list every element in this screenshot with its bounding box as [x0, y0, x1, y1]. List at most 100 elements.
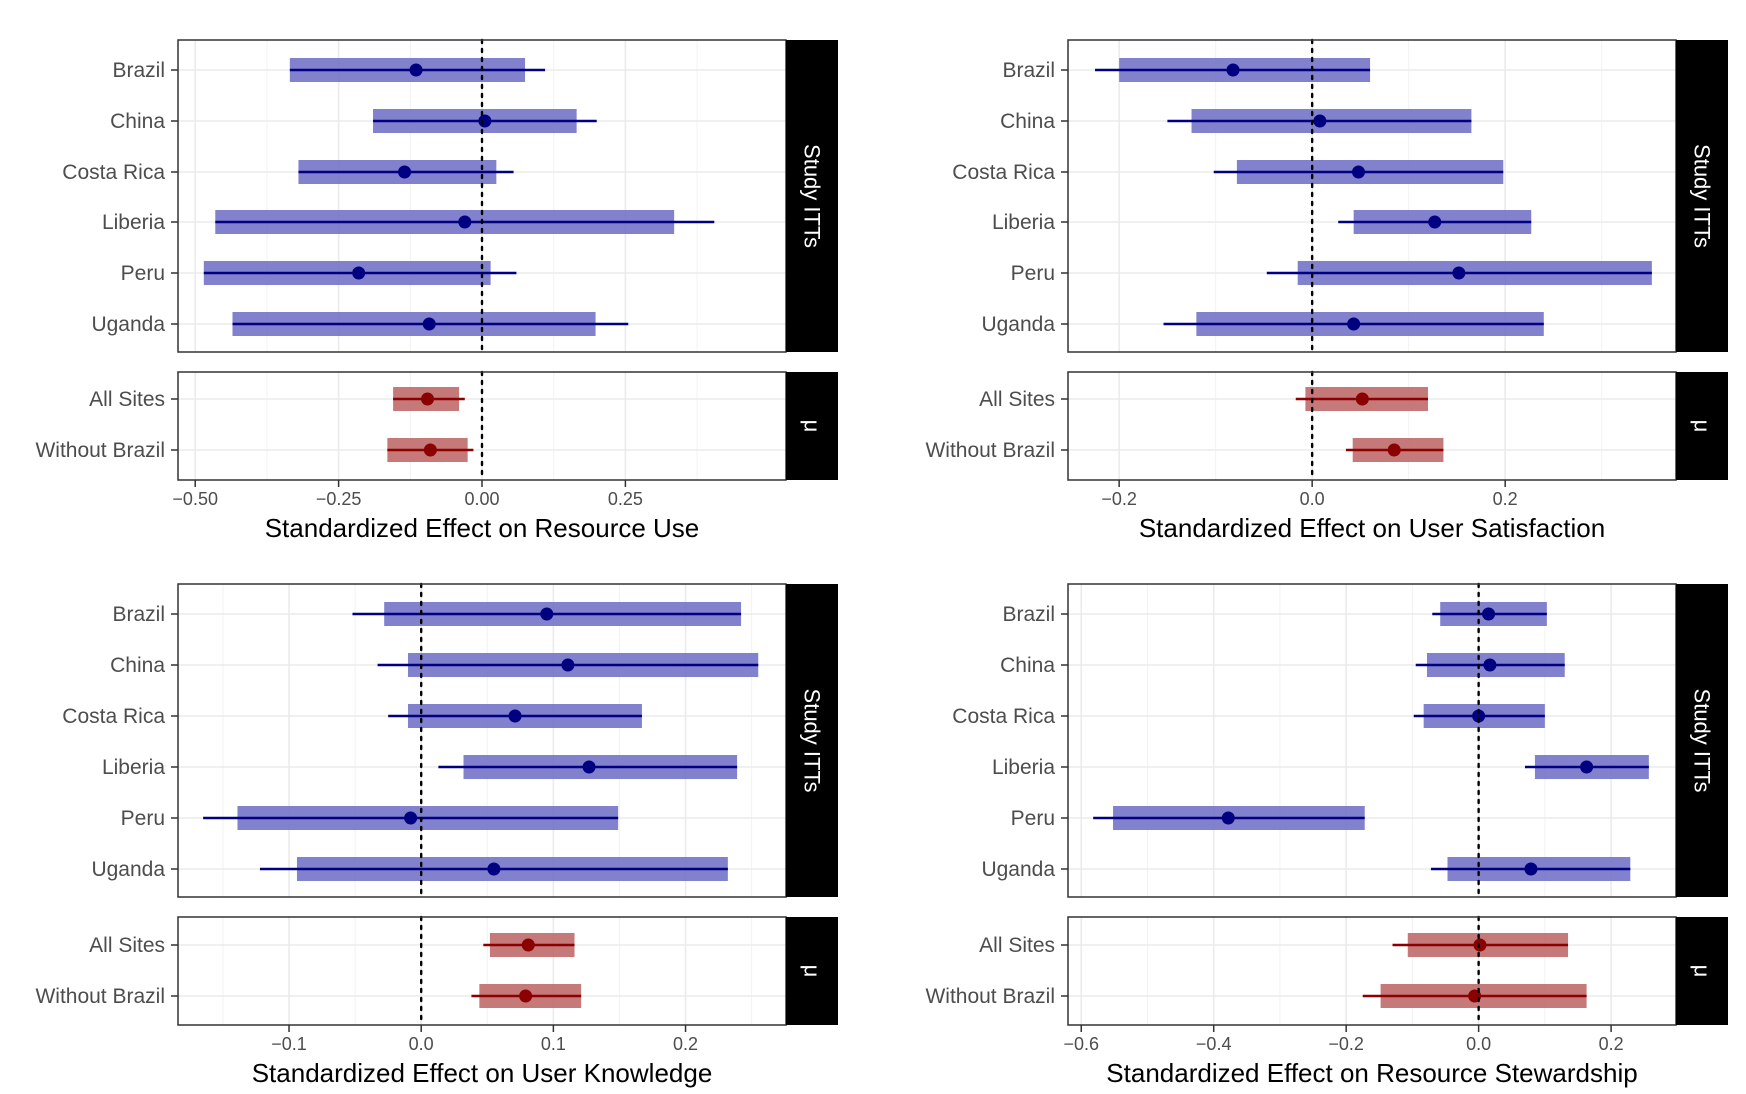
row-peru: Peru	[1011, 806, 1365, 830]
row-uganda: Uganda	[91, 312, 629, 336]
panel-background	[1068, 917, 1676, 1025]
x-tick-label: 0.00	[464, 489, 499, 509]
point-estimate	[1428, 215, 1442, 229]
y-tick-label: Uganda	[981, 858, 1055, 881]
row-without-brazil: Without Brazil	[35, 438, 474, 462]
x-tick-label: 0.2	[1599, 1034, 1624, 1054]
point-estimate	[1226, 63, 1240, 77]
x-axis-title: Standardized Effect on User Knowledge	[252, 1058, 713, 1088]
row-uganda: Uganda	[981, 857, 1631, 881]
y-tick-label: Brazil	[1002, 59, 1055, 82]
row-china: China	[1000, 653, 1565, 677]
point-estimate	[1387, 443, 1401, 457]
point-estimate	[519, 989, 533, 1003]
facet-strip-label: Study ITTs	[800, 689, 825, 793]
row-without-brazil: Without Brazil	[925, 984, 1587, 1008]
point-estimate	[561, 658, 575, 672]
y-tick-label: Liberia	[102, 211, 165, 234]
point-estimate	[508, 709, 522, 723]
y-tick-label: Peru	[1011, 807, 1055, 830]
row-peru: Peru	[121, 261, 517, 285]
point-estimate	[1313, 114, 1327, 128]
row-peru: Peru	[1011, 261, 1652, 285]
point-estimate	[1351, 165, 1365, 179]
y-tick-label: All Sites	[89, 934, 165, 957]
row-all-sites: All Sites	[89, 387, 465, 411]
row-costa-rica: Costa Rica	[952, 160, 1504, 184]
y-tick-label: China	[110, 110, 165, 133]
x-tick-label: 0.0	[1466, 1034, 1491, 1054]
y-tick-label: Without Brazil	[925, 439, 1055, 462]
x-tick-label: −0.6	[1063, 1034, 1099, 1054]
point-estimate	[1483, 658, 1497, 672]
row-brazil: Brazil	[1002, 58, 1371, 82]
y-tick-label: Costa Rica	[952, 705, 1055, 728]
y-tick-label: Costa Rica	[952, 161, 1055, 184]
point-estimate	[1355, 392, 1369, 406]
point-estimate	[1482, 607, 1496, 621]
y-tick-label: All Sites	[979, 934, 1055, 957]
row-uganda: Uganda	[91, 857, 728, 881]
x-tick-label: −0.25	[316, 489, 362, 509]
facet-strip	[786, 917, 838, 1025]
pooled-mu-panel: All Sites Without Brazil μ	[35, 370, 838, 482]
point-estimate	[487, 862, 501, 876]
panel-background	[178, 917, 786, 1025]
point-estimate	[423, 443, 437, 457]
row-uganda: Uganda	[981, 312, 1544, 336]
row-without-brazil: Without Brazil	[35, 984, 582, 1008]
point-estimate	[1580, 760, 1594, 774]
facet-strip-label: Study ITTs	[800, 144, 825, 248]
y-tick-label: Without Brazil	[35, 985, 165, 1008]
forest-chart-1: Brazil China Costa Rica Liberia Peru Uganda St…	[35, 38, 838, 543]
y-tick-label: Without Brazil	[925, 985, 1055, 1008]
row-brazil: Brazil	[1002, 602, 1547, 626]
study-itts-panel: Brazil China Costa Rica Liberia Peru Uganda St…	[952, 38, 1728, 354]
pooled-mu-panel: All Sites Without Brazil μ	[35, 915, 838, 1027]
x-tick-label: 0.25	[608, 489, 643, 509]
forest-chart-3: Brazil China Costa Rica Liberia Peru Uganda St…	[35, 582, 838, 1088]
point-estimate	[1347, 317, 1361, 331]
y-tick-label: Uganda	[91, 313, 165, 336]
y-tick-label: All Sites	[89, 388, 165, 411]
row-liberia: Liberia	[102, 755, 738, 779]
y-tick-label: Liberia	[992, 211, 1055, 234]
y-tick-label: Peru	[1011, 262, 1055, 285]
point-estimate	[404, 811, 418, 825]
point-estimate	[478, 114, 492, 128]
point-estimate	[458, 215, 472, 229]
x-tick-label: 0.2	[1493, 489, 1518, 509]
x-tick-label: −0.2	[1101, 489, 1137, 509]
point-estimate	[1221, 811, 1235, 825]
row-costa-rica: Costa Rica	[62, 704, 642, 728]
point-estimate	[521, 938, 535, 952]
panel-background	[178, 584, 786, 897]
facet-strip-label: Study ITTs	[1690, 144, 1715, 248]
y-tick-label: Without Brazil	[35, 439, 165, 462]
row-china: China	[110, 653, 759, 677]
facet-strip-label: μ	[800, 420, 825, 433]
point-estimate	[1452, 266, 1466, 280]
x-tick-label: −0.4	[1196, 1034, 1232, 1054]
pooled-mu-panel: All Sites Without Brazil μ	[925, 370, 1728, 482]
point-estimate	[1524, 862, 1538, 876]
facet-strip	[786, 372, 838, 480]
y-tick-label: China	[1000, 110, 1055, 133]
row-brazil: Brazil	[112, 58, 546, 82]
study-itts-panel: Brazil China Costa Rica Liberia Peru Uganda St…	[62, 38, 838, 354]
y-tick-label: Brazil	[1002, 603, 1055, 626]
point-estimate	[398, 165, 412, 179]
row-liberia: Liberia	[992, 755, 1649, 779]
facet-strip	[1676, 372, 1728, 480]
row-all-sites: All Sites	[89, 933, 575, 957]
y-tick-label: Peru	[121, 807, 165, 830]
row-costa-rica: Costa Rica	[952, 704, 1545, 728]
y-tick-label: China	[1000, 654, 1055, 677]
row-liberia: Liberia	[102, 210, 715, 234]
x-tick-label: −0.50	[172, 489, 218, 509]
row-all-sites: All Sites	[979, 933, 1569, 957]
point-estimate	[352, 266, 366, 280]
panel-background	[1068, 584, 1676, 897]
y-tick-label: Liberia	[102, 756, 165, 779]
